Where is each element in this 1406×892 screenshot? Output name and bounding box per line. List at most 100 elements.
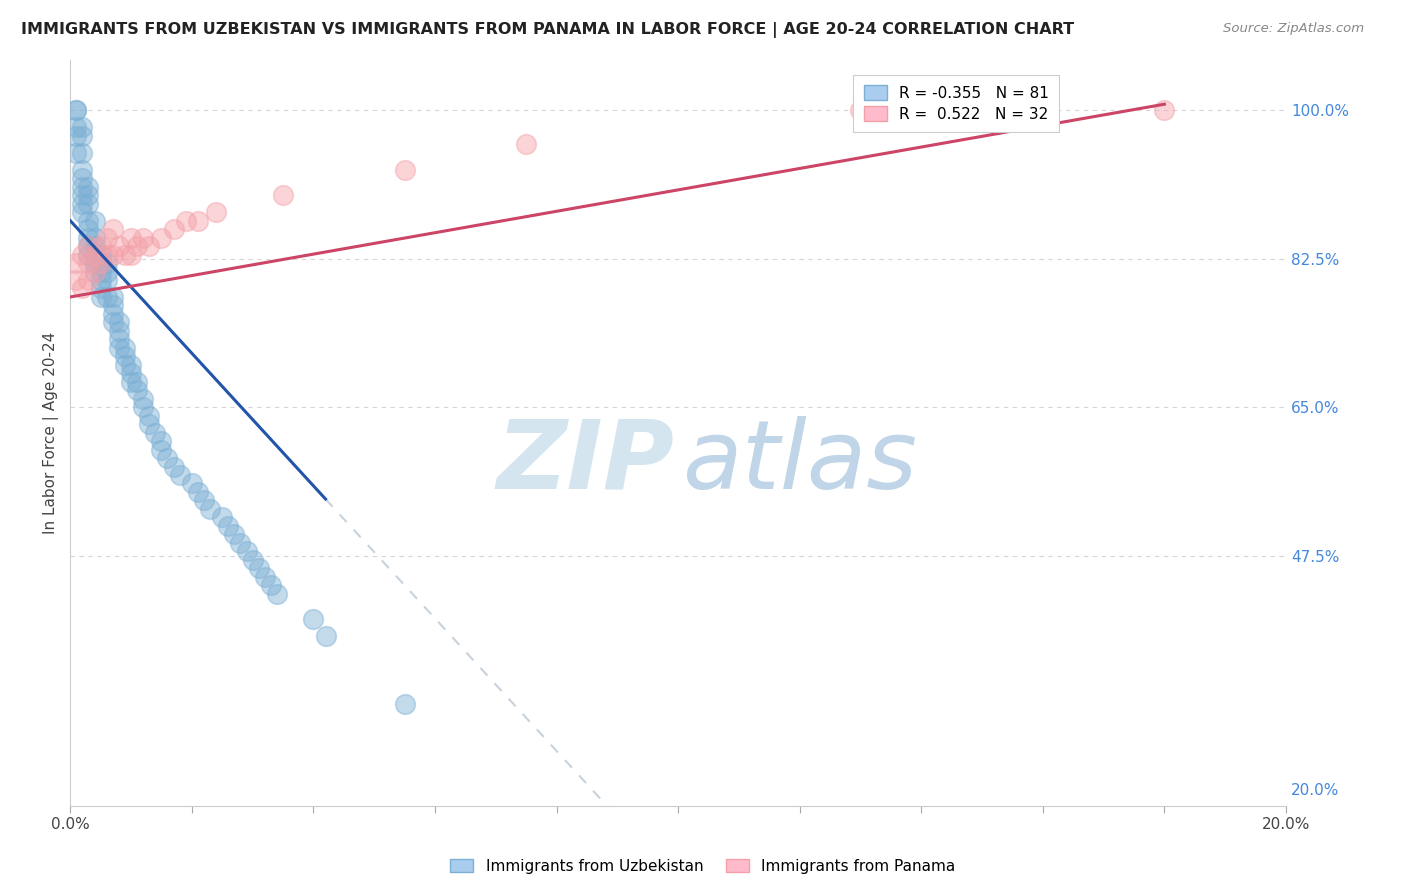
Point (247, 561, 270, 575)
Point (242, 553, 264, 567)
Point (77, 222, 100, 236)
Point (65, 273, 87, 287)
Point (127, 383, 149, 397)
Point (120, 247, 142, 261)
Point (127, 239, 149, 253)
Point (90, 264, 112, 278)
Point (101, 298, 124, 312)
Point (132, 392, 155, 406)
Point (65, 145, 87, 160)
Point (150, 442, 173, 457)
Point (96, 290, 118, 304)
Point (83, 230, 105, 244)
Point (114, 358, 136, 372)
Point (90, 290, 112, 304)
Point (174, 213, 197, 227)
Point (90, 247, 112, 261)
Point (96, 256, 118, 270)
Point (114, 341, 136, 355)
Text: ZIP: ZIP (496, 416, 675, 509)
Point (150, 434, 173, 448)
Point (101, 222, 124, 236)
Point (315, 629, 337, 643)
Point (72, 145, 94, 160)
Point (162, 459, 184, 474)
Point (83, 247, 105, 261)
Legend: Immigrants from Uzbekistan, Immigrants from Panama: Immigrants from Uzbekistan, Immigrants f… (444, 853, 962, 880)
Point (90, 273, 112, 287)
Point (253, 570, 276, 584)
Point (1153, 103, 1175, 118)
Point (260, 578, 283, 592)
Point (224, 527, 246, 541)
Point (101, 307, 124, 321)
Point (193, 493, 215, 508)
Point (150, 230, 173, 244)
Point (266, 587, 288, 601)
Point (162, 222, 184, 236)
Point (138, 417, 160, 431)
Point (72, 247, 94, 261)
Point (235, 544, 257, 558)
Point (101, 315, 124, 329)
Point (65, 128, 87, 143)
Point (108, 341, 131, 355)
Point (90, 281, 112, 295)
Point (108, 324, 131, 338)
Point (83, 239, 105, 253)
Point (83, 264, 105, 278)
Point (108, 332, 131, 346)
Point (72, 196, 94, 211)
Point (77, 230, 100, 244)
Point (72, 179, 94, 194)
Point (77, 196, 100, 211)
Point (120, 358, 142, 372)
Point (77, 247, 100, 261)
Point (90, 256, 112, 270)
Point (96, 230, 118, 244)
Point (205, 205, 228, 219)
Point (72, 120, 94, 135)
Point (65, 120, 87, 135)
Point (72, 281, 94, 295)
Text: IMMIGRANTS FROM UZBEKISTAN VS IMMIGRANTS FROM PANAMA IN LABOR FORCE | AGE 20-24 : IMMIGRANTS FROM UZBEKISTAN VS IMMIGRANTS… (21, 22, 1074, 38)
Point (187, 213, 209, 227)
Point (101, 290, 124, 304)
Legend: R = -0.355   N = 81, R =  0.522   N = 32: R = -0.355 N = 81, R = 0.522 N = 32 (853, 75, 1060, 133)
Point (77, 256, 100, 270)
Point (83, 264, 105, 278)
Point (83, 256, 105, 270)
Point (198, 502, 221, 516)
Point (96, 264, 118, 278)
Point (217, 519, 239, 533)
Point (229, 536, 252, 550)
Point (138, 409, 160, 423)
Point (127, 375, 149, 389)
Point (120, 366, 142, 380)
Point (77, 273, 100, 287)
Point (108, 315, 131, 329)
Point (65, 103, 87, 118)
Y-axis label: In Labor Force | Age 20-24: In Labor Force | Age 20-24 (44, 332, 59, 533)
Point (108, 239, 131, 253)
Point (77, 188, 100, 202)
Point (101, 247, 124, 261)
Point (515, 137, 537, 152)
Point (120, 375, 142, 389)
Point (72, 162, 94, 177)
Point (302, 612, 325, 626)
Point (211, 510, 233, 524)
Point (156, 450, 179, 465)
Point (90, 239, 112, 253)
Point (132, 230, 155, 244)
Text: Source: ZipAtlas.com: Source: ZipAtlas.com (1223, 22, 1364, 36)
Point (90, 256, 112, 270)
Point (180, 476, 202, 491)
Point (72, 188, 94, 202)
Point (77, 213, 100, 227)
Point (187, 484, 209, 499)
Point (96, 273, 118, 287)
Point (143, 425, 166, 440)
Point (72, 205, 94, 219)
Point (394, 162, 416, 177)
